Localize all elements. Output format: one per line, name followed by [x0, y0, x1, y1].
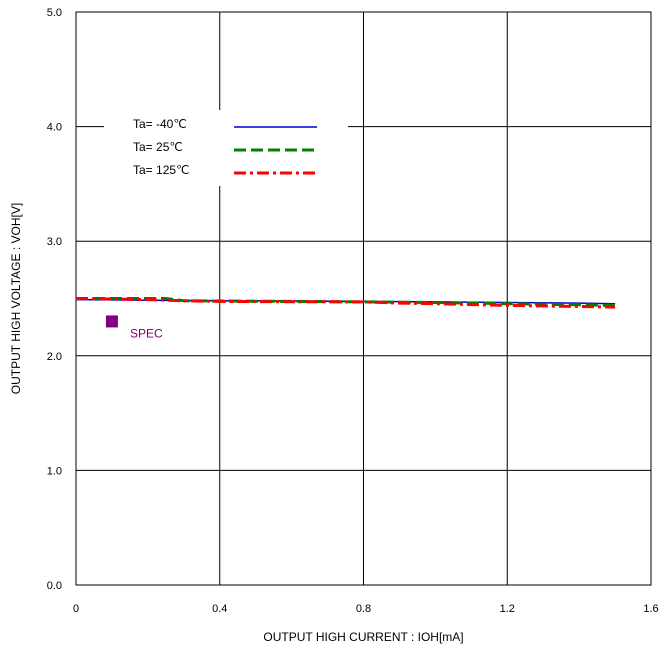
x-tick-label: 0.4 [212, 603, 227, 615]
legend-label-2: Ta= 125℃ [133, 163, 190, 177]
legend: Ta= -40℃ Ta= 25℃ Ta= 125℃ [104, 110, 348, 186]
y-tick-label: 5.0 [47, 7, 62, 19]
spec-marker [105, 315, 118, 328]
x-tick-label: 0 [73, 603, 79, 615]
series-line-2 [75, 297, 616, 309]
x-tick-label: 1.6 [643, 603, 658, 615]
legend-label-1: Ta= 25℃ [133, 140, 183, 154]
x-tick-label: 1.2 [500, 603, 515, 615]
tick-labels: 0 0.4 0.8 1.2 1.6 0.0 1.0 2.0 3.0 4.0 5.0 [47, 7, 659, 615]
y-tick-label: 3.0 [47, 236, 62, 248]
series-group [75, 297, 616, 309]
y-tick-label: 4.0 [47, 122, 62, 134]
y-tick-label: 1.0 [47, 465, 62, 477]
x-tick-label: 0.8 [356, 603, 371, 615]
y-tick-label: 0.0 [47, 580, 62, 592]
series-line-1 [76, 297, 616, 307]
spec-label: SPEC [130, 326, 163, 340]
x-axis-label: OUTPUT HIGH CURRENT : IOH[mA] [263, 630, 463, 644]
y-axis-label: OUTPUT HIGH VOLTAGE : VOH[V] [9, 203, 23, 394]
spec-group: SPEC [105, 315, 163, 340]
y-tick-label: 2.0 [47, 351, 62, 363]
legend-label-0: Ta= -40℃ [133, 117, 187, 131]
